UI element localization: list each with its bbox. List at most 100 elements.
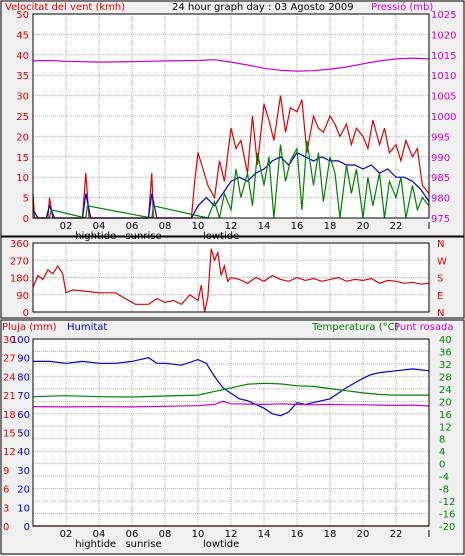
pressure-title: Pressió (mb) xyxy=(371,1,433,13)
hum-rain-tick-label: 6 xyxy=(3,485,9,496)
hum-rain-tick-label: 24 xyxy=(3,372,16,383)
hum-right-tick-label: -4 xyxy=(439,472,449,483)
wind-left-tick-label: 20 xyxy=(16,132,29,143)
hum-x-tick-label: 16 xyxy=(291,529,304,540)
hum-right-tick-label: 24 xyxy=(439,385,452,396)
hum-rain-tick-label: 18 xyxy=(3,410,16,421)
dir-compass-label: N xyxy=(437,308,444,319)
outer-panel-border xyxy=(0,0,465,237)
wind-x-tick-label: 02 xyxy=(60,221,73,232)
dir-left-tick-label: 0 xyxy=(23,308,29,319)
hum-humidity-tick-label: 10 xyxy=(17,503,30,514)
rain-title: Pluja (mm) xyxy=(2,322,57,333)
wind-left-tick-label: 30 xyxy=(16,92,29,103)
wind-x-tick-label: 08 xyxy=(159,221,172,232)
hum-frame xyxy=(32,338,430,527)
wind-left-tick-label: 50 xyxy=(16,10,29,21)
dir-frame xyxy=(32,242,430,313)
hum-x-tick-label: 12 xyxy=(225,529,238,540)
wind-right-tick-label: 1020 xyxy=(431,30,456,41)
hum-humidity-tick-label: 0 xyxy=(24,522,30,533)
hum-right-tick-label: 4 xyxy=(439,447,445,458)
hum-event-label-lowtide: lowtide xyxy=(203,539,239,550)
wind-series-green xyxy=(33,140,430,219)
wind-left-tick-label: 40 xyxy=(16,51,29,62)
humidity-temperature-panel: 0369121518212427300102030405060708090100… xyxy=(3,335,455,550)
hum-humidity-tick-label: 50 xyxy=(17,429,30,440)
wind-x-tick-label: 16 xyxy=(291,221,304,232)
temperature-title: Temperatura (°C) xyxy=(311,322,399,333)
hum-right-tick-label: -16 xyxy=(439,510,455,521)
hum-x-tick-label: 02 xyxy=(60,529,73,540)
dir-left-tick-label: 360 xyxy=(10,239,29,250)
hum-humidity-tick-label: 80 xyxy=(17,372,30,383)
wind-right-tick-label: 995 xyxy=(431,132,450,143)
hum-series-blue xyxy=(33,357,430,417)
dew-point-title: Punt rosada xyxy=(394,322,453,333)
hum-event-label-hightide: hightide xyxy=(75,539,116,550)
hum-rain-tick-label: 3 xyxy=(3,503,9,514)
wind-x-tick-label: 22 xyxy=(390,221,403,232)
wind-x-tick-label: 10 xyxy=(192,221,205,232)
wind-x-tick-label: 04 xyxy=(93,221,106,232)
hum-x-tick-label: 20 xyxy=(357,529,370,540)
hum-humidity-tick-label: 40 xyxy=(17,447,30,458)
dir-series-red xyxy=(32,248,430,313)
hum-rain-tick-label: 30 xyxy=(3,335,16,346)
hum-event-label-sunrise: sunrise xyxy=(125,539,161,550)
hum-right-tick-label: 0 xyxy=(439,460,445,471)
hum-rain-tick-label: 21 xyxy=(3,391,16,402)
hum-rain-tick-label: 0 xyxy=(3,522,9,533)
hum-rain-tick-label: 12 xyxy=(3,447,16,458)
wind-right-tick-label: 1000 xyxy=(431,112,456,123)
dir-compass-label: N xyxy=(437,239,444,250)
wind-right-tick-label: 1005 xyxy=(431,92,456,103)
wind-left-tick-label: 15 xyxy=(16,153,29,164)
dir-compass-label: E xyxy=(437,291,443,302)
hum-right-tick-label: 20 xyxy=(439,397,452,408)
hum-rain-tick-label: 15 xyxy=(3,429,16,440)
hum-right-tick-label: 12 xyxy=(439,422,452,433)
outer-panel-border xyxy=(0,236,465,319)
hum-right-tick-label: 16 xyxy=(439,410,452,421)
wind-right-tick-label: 980 xyxy=(431,194,450,205)
humidity-title: Humitat xyxy=(67,322,107,333)
wind-right-tick-label: 1025 xyxy=(431,10,456,21)
wind-left-tick-label: 5 xyxy=(23,194,29,205)
wind-series-blue xyxy=(32,151,430,219)
wind-left-tick-label: 10 xyxy=(16,173,29,184)
wind-frame xyxy=(32,13,430,219)
wind-speed-title: Velocitat del vent (kmh) xyxy=(5,2,125,13)
wind-x-tick-label: 14 xyxy=(258,221,271,232)
hum-humidity-tick-label: 60 xyxy=(17,410,30,421)
hum-humidity-tick-label: 20 xyxy=(17,485,30,496)
wind-series-magenta xyxy=(32,57,430,72)
hum-x-tick-label: 08 xyxy=(159,529,172,540)
hum-right-tick-label: 40 xyxy=(439,335,452,346)
hum-rain-tick-label: 27 xyxy=(3,354,16,365)
hum-x-tick-label: 14 xyxy=(258,529,271,540)
hum-plot-area xyxy=(33,339,429,526)
wind-right-tick-label: 975 xyxy=(431,214,450,225)
hum-right-tick-label: -12 xyxy=(439,497,455,508)
wind-x-end-label: I xyxy=(428,221,431,232)
wind-right-tick-label: 985 xyxy=(431,173,450,184)
hum-right-tick-label: -20 xyxy=(439,522,455,533)
hum-x-end-label: I xyxy=(428,529,431,540)
wind-x-tick-label: 18 xyxy=(324,221,337,232)
hum-humidity-tick-label: 100 xyxy=(11,335,30,346)
wind-pressure-panel: 0510152025303540455097598098599099510001… xyxy=(16,10,456,242)
dir-compass-label: S xyxy=(437,274,443,285)
wind-x-tick-label: 20 xyxy=(357,221,370,232)
hum-x-tick-label: 18 xyxy=(324,529,337,540)
dir-left-tick-label: 90 xyxy=(16,291,29,302)
hum-x-tick-label: 10 xyxy=(192,529,205,540)
wind-left-tick-label: 45 xyxy=(16,30,29,41)
hum-series-magenta xyxy=(32,400,430,408)
hum-x-tick-label: 04 xyxy=(93,529,106,540)
hum-humidity-tick-label: 70 xyxy=(17,391,30,402)
wind-left-tick-label: 0 xyxy=(23,214,29,225)
